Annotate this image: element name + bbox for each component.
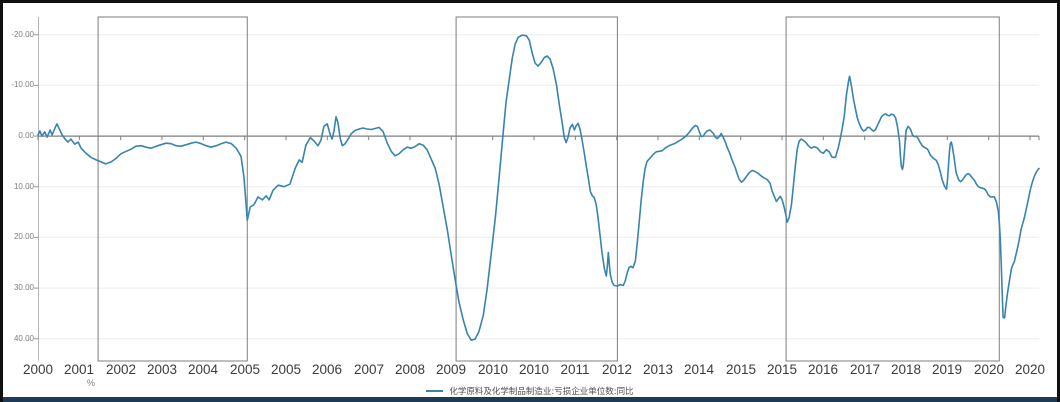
- x-axis-tick-label: 2010: [518, 362, 550, 377]
- x-axis-tick-label: 2003: [146, 362, 178, 377]
- x-axis-tick-label: 2020: [1014, 362, 1046, 377]
- y-axis-tick-label: 10.00: [13, 182, 34, 191]
- x-axis-tick-label: 2009: [435, 362, 467, 377]
- x-axis-tick-label: 2014: [683, 362, 715, 377]
- y-axis-tick-label: 40.00: [13, 334, 34, 343]
- x-axis-tick-label: 2005: [229, 362, 261, 377]
- highlight-box: [97, 16, 248, 362]
- x-axis-tick-label: 2007: [353, 362, 385, 377]
- x-axis-tick-label: 2019: [931, 362, 963, 377]
- y-axis-tick-label: 30.00: [13, 283, 34, 292]
- y-axis-tick-label: -10.00: [11, 80, 34, 89]
- y-axis-tick-label: -20.00: [11, 30, 34, 39]
- x-axis-tick-label: 2001: [63, 362, 95, 377]
- x-axis-tick-label: 2017: [849, 362, 881, 377]
- x-axis-tick-label: 2018: [890, 362, 922, 377]
- bottom-border-bar: [3, 397, 1057, 402]
- x-axis-tick-label: 2000: [22, 362, 54, 377]
- x-axis-tick-label: 2013: [642, 362, 674, 377]
- x-axis-tick-label: 2004: [187, 362, 219, 377]
- x-axis-tick-label: 2012: [601, 362, 633, 377]
- x-axis-tick-label: 2006: [311, 362, 343, 377]
- x-axis-tick-label: 2011: [560, 362, 590, 377]
- x-axis-tick-label: 2016: [807, 362, 839, 377]
- legend: 化学原料及化学制品制造业:亏损企业单位数:同比: [3, 385, 1057, 397]
- legend-line-marker: [426, 390, 444, 392]
- x-axis-tick-label: 2005: [270, 362, 302, 377]
- highlight-box: [785, 16, 1000, 362]
- x-axis-tick-label: 2008: [394, 362, 426, 377]
- legend-label: 化学原料及化学制品制造业:亏损企业单位数:同比: [449, 387, 634, 397]
- highlight-box: [455, 16, 618, 362]
- line-chart: [34, 16, 1040, 362]
- x-axis-tick-label: 2002: [105, 362, 137, 377]
- data-line: [37, 34, 1040, 341]
- x-axis-tick-label: 2015: [725, 362, 757, 377]
- x-axis-tick-label: 2020: [973, 362, 1005, 377]
- x-axis-tick-label: 2015: [766, 362, 798, 377]
- y-axis-unit-label: %: [87, 378, 96, 388]
- x-axis-tick-label: 2010: [477, 362, 509, 377]
- y-axis-tick-label: 0.00: [18, 131, 34, 140]
- y-axis-tick-label: 20.00: [13, 232, 34, 241]
